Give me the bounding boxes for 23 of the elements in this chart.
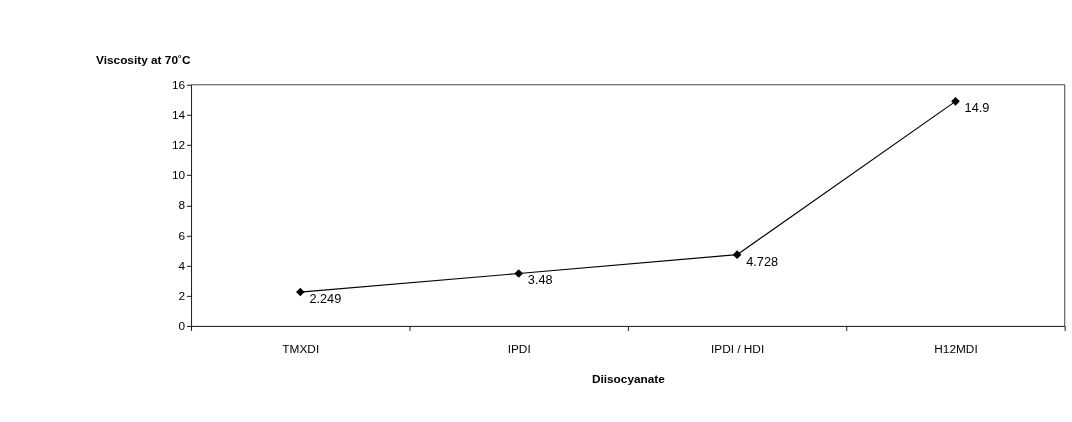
y-tick-label: 2 — [178, 288, 186, 303]
y-tick-label: 6 — [178, 228, 186, 243]
x-axis-title: Diisocyanate — [591, 371, 666, 386]
data-label: 2.249 — [309, 290, 342, 306]
point — [514, 269, 524, 278]
y-tick-label: 12 — [172, 138, 186, 153]
point — [732, 250, 742, 259]
point — [951, 97, 960, 106]
data-label: 4.728 — [746, 253, 779, 269]
y-tick-label: 4 — [178, 258, 186, 273]
y-tick-label: 10 — [172, 168, 186, 183]
y-tick-label: 8 — [178, 198, 186, 213]
y-tick-label: 0 — [178, 319, 186, 334]
data-label: 3.48 — [527, 272, 553, 288]
data-label: 14.9 — [964, 100, 990, 116]
x-tick-label: IPDI — [507, 341, 531, 356]
y-tick-label: 14 — [172, 108, 186, 123]
point — [295, 287, 305, 297]
y-tick-label: 16 — [172, 77, 186, 92]
x-tick-label: H12MDI — [934, 341, 978, 356]
x-tick-label: IPDI / HDI — [710, 341, 765, 356]
y-axis-title: Viscosity at 70˚C — [96, 53, 191, 68]
x-tick-label: TMXDI — [282, 341, 320, 356]
